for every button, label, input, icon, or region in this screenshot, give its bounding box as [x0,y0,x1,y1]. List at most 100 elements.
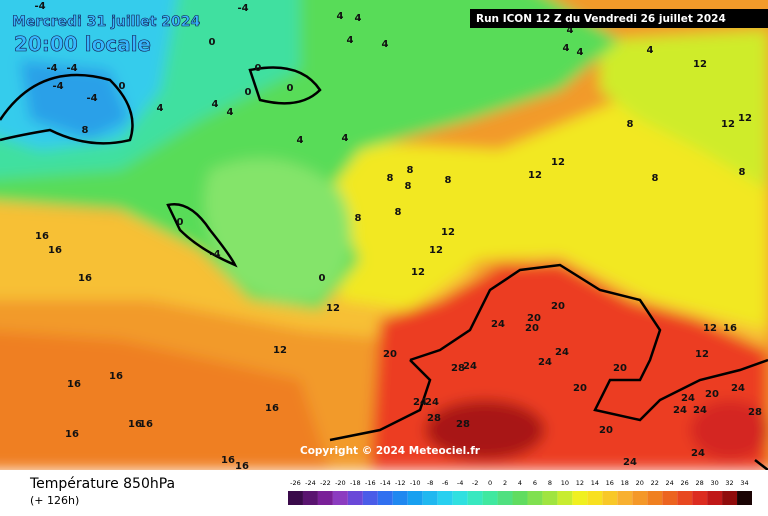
contour-label: 24 [691,448,705,459]
contour-label: 16 [723,323,737,334]
scale-label: 34 [740,479,748,487]
scale-swatch [527,491,543,505]
contour-label: -4 [66,63,77,74]
contour-label: 4 [567,25,574,36]
contour-label: 16 [48,245,62,256]
scale-label: 10 [561,479,569,487]
contour-label: 16 [35,231,49,242]
contour-label: 20 [525,323,539,334]
contour-label: 12 [429,245,443,256]
contour-label: 24 [693,405,707,416]
scale-swatch [482,491,498,505]
contour-label: 8 [395,207,402,218]
contour-label: 12 [551,157,565,168]
contour-label: 20 [383,349,397,360]
contour-label: 4 [563,43,570,54]
contour-label: -4 [46,63,57,74]
color-scale: -26 -24 -22 -20 -18 -16 -14 -12 -10 -8 -6 -4 -2 0 2 4 6 8… [288,479,752,505]
scale-label: 32 [725,479,733,487]
scale-swatch [392,491,408,505]
contour-label: 20 [551,301,565,312]
scale-swatch [437,491,453,505]
contour-label: 20 [573,383,587,394]
scale-label: -4 [457,479,463,487]
scale-label: -24 [305,479,316,487]
contour-label: 4 [342,133,349,144]
contour-label: 4 [212,99,219,110]
scale-swatch [617,491,633,505]
contour-label: 24 [623,457,637,468]
contour-label: 16 [235,461,249,472]
scale-label: 0 [488,479,492,487]
contour-label: 24 [673,405,687,416]
scale-swatch [317,491,333,505]
scale-label: 6 [533,479,537,487]
scale-label: 14 [591,479,599,487]
scale-swatch [407,491,423,505]
contour-label: 20 [527,313,541,324]
scale-swatch [737,491,752,505]
scale-label: -10 [410,479,421,487]
scale-label: 28 [695,479,703,487]
scale-swatch [647,491,663,505]
contour-label: 4 [382,39,389,50]
contour-label: 24 [555,347,569,358]
contour-label: -4 [52,81,63,92]
contour-label: 28 [748,407,762,418]
contour-label: 16 [128,419,142,430]
scale-swatch [707,491,723,505]
scale-swatch [467,491,483,505]
contour-label: 4 [227,107,234,118]
contour-label: 0 [255,63,262,74]
scale-swatch [362,491,378,505]
contour-label: 8 [82,125,89,136]
contour-label: 16 [109,371,123,382]
contour-label: 8 [627,119,634,130]
contour-label: 24 [463,361,477,372]
scale-label: -22 [320,479,331,487]
scale-swatch [587,491,603,505]
contour-label: 12 [721,119,735,130]
contour-label: 12 [411,267,425,278]
contour-label: 0 [287,83,294,94]
contour-label: 16 [139,419,153,430]
contour-label: 4 [647,45,654,56]
scale-label: -16 [365,479,376,487]
contour-label: 0 [209,37,216,48]
contour-label: 4 [577,47,584,58]
run-info: Run ICON 12 Z du Vendredi 26 juillet 202… [476,13,726,25]
scale-swatch [722,491,738,505]
contour-label: 0 [177,217,184,228]
contour-label: 8 [387,173,394,184]
scale-swatch [512,491,528,505]
contour-label: -4 [209,249,220,260]
contour-label: 0 [319,273,326,284]
contour-label: 24 [731,383,745,394]
contour-label: 8 [407,165,414,176]
contour-label: 20 [705,389,719,400]
contour-label: 0 [245,87,252,98]
contour-label: 16 [67,379,81,390]
scale-swatch [677,491,693,505]
contour-label: 24 [538,357,552,368]
valid-date: Mercredi 31 juillet 2024 [12,14,201,30]
contour-label: 12 [703,323,717,334]
scale-label: -14 [380,479,391,487]
contour-label: 28 [456,419,470,430]
scale-swatch [332,491,348,505]
contour-label: 12 [273,345,287,356]
contour-label: 12 [326,303,340,314]
scale-swatch [422,491,438,505]
contour-label: 24 [491,319,505,330]
contour-label: 12 [528,170,542,181]
contour-label: 12 [441,227,455,238]
contour-label: 12 [693,59,707,70]
contour-label: 12 [695,349,709,360]
scale-label: 12 [576,479,584,487]
contour-label: 28 [427,413,441,424]
contour-label: 28 [451,363,465,374]
contour-label: -4 [86,93,97,104]
scale-swatch [557,491,573,505]
